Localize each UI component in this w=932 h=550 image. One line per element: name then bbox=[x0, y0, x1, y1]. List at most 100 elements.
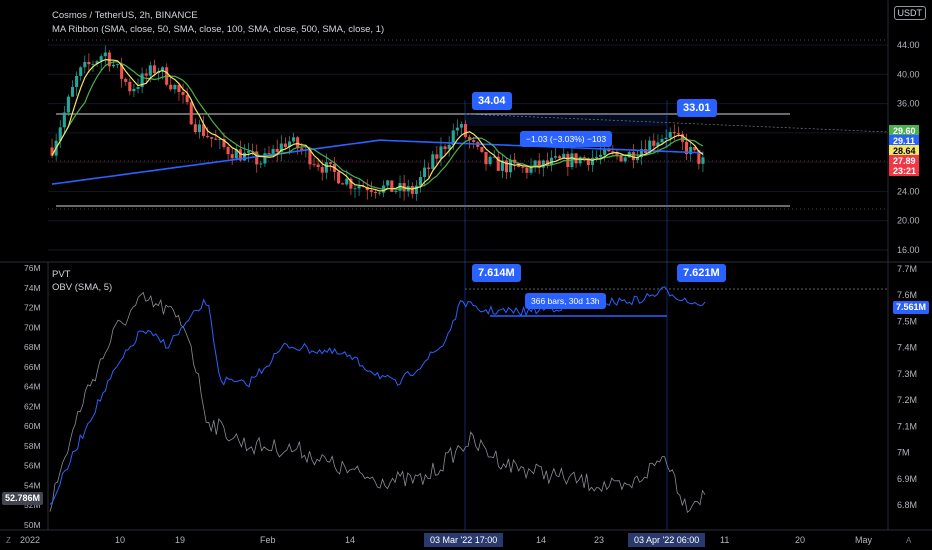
candle-body bbox=[427, 167, 431, 169]
pvt-line bbox=[49, 291, 706, 514]
candle-body bbox=[545, 160, 549, 165]
pvt-axis-label: 72M bbox=[24, 303, 41, 313]
candle-body bbox=[459, 124, 463, 128]
pvt-axis-label: 76M bbox=[24, 263, 41, 273]
candle-body bbox=[443, 146, 447, 150]
price-callout-right: 33.01 bbox=[677, 99, 717, 117]
pvt-axis-label: 62M bbox=[24, 401, 41, 411]
candle-body bbox=[533, 160, 537, 166]
candle-body bbox=[455, 127, 459, 131]
currency-selector[interactable]: USDT bbox=[893, 6, 926, 20]
candle-body bbox=[664, 137, 668, 139]
candle-body bbox=[316, 164, 320, 168]
candle-body bbox=[292, 137, 296, 142]
candle-body bbox=[373, 191, 377, 193]
symbol-title[interactable]: Cosmos / TetherUS, 2h, BINANCE bbox=[52, 10, 198, 21]
time-axis-label: May bbox=[855, 535, 873, 545]
candle-body bbox=[435, 154, 439, 159]
candle-body bbox=[259, 163, 263, 165]
zoom-icon[interactable]: Z bbox=[6, 536, 11, 545]
candle-body bbox=[218, 138, 222, 140]
time-axis-label: 14 bbox=[345, 535, 355, 545]
axis-labels: 44.0040.0036.0032.0028.0024.0020.0016.00… bbox=[20, 40, 920, 545]
candle-body bbox=[500, 160, 504, 171]
candle-body bbox=[439, 146, 443, 159]
candle-body bbox=[472, 140, 476, 143]
candle-body bbox=[529, 165, 533, 173]
obv-axis-label: 7.1M bbox=[897, 421, 917, 431]
price-axis-label: 40.00 bbox=[897, 69, 920, 79]
price-tag-bg bbox=[889, 135, 919, 146]
pvt-axis-label: 54M bbox=[24, 480, 41, 490]
candle-body bbox=[390, 180, 394, 192]
candle-body bbox=[697, 150, 701, 164]
pvt-axis-label: 74M bbox=[24, 283, 41, 293]
obv-axis-label: 7.5M bbox=[897, 316, 917, 326]
candle-body bbox=[263, 153, 267, 164]
obv-axis-label: 7.4M bbox=[897, 343, 917, 353]
candle-body bbox=[62, 112, 66, 128]
candle-body bbox=[267, 153, 271, 155]
time-axis-label: 2022 bbox=[20, 535, 40, 545]
candle-body bbox=[226, 147, 230, 155]
candle-body bbox=[152, 65, 156, 74]
price-tag: 29.60 bbox=[893, 126, 916, 136]
candle-body bbox=[652, 140, 656, 146]
candle-body bbox=[357, 186, 361, 189]
candle-body bbox=[656, 142, 660, 146]
candle-body bbox=[640, 149, 644, 158]
candle-body bbox=[287, 141, 292, 148]
candle-body bbox=[58, 127, 62, 141]
ma500-line bbox=[51, 139, 704, 185]
auto-scale-icon[interactable]: A bbox=[906, 536, 912, 545]
candle-body bbox=[308, 149, 312, 165]
candle-body bbox=[296, 137, 300, 149]
candle-body bbox=[79, 67, 83, 76]
candle-body bbox=[635, 157, 639, 161]
candle-body bbox=[492, 156, 496, 158]
pvt-axis-label: 60M bbox=[24, 421, 41, 431]
candle-body bbox=[320, 167, 324, 173]
obv-axis-label: 7.2M bbox=[897, 395, 917, 405]
candle-body bbox=[672, 132, 676, 134]
ma-ribbon-legend[interactable]: MA Ribbon (SMA, close, 50, SMA, close, 1… bbox=[52, 24, 385, 35]
candle-body bbox=[120, 64, 124, 79]
pvt-axis-label: 66M bbox=[24, 362, 41, 372]
candle-body bbox=[210, 137, 214, 139]
candle-body bbox=[201, 124, 206, 136]
candle-body bbox=[230, 154, 234, 159]
candle-body bbox=[169, 84, 173, 90]
reference-lines bbox=[48, 39, 889, 530]
candle-body bbox=[83, 61, 87, 68]
candle-body bbox=[349, 178, 353, 189]
candle-body bbox=[509, 159, 513, 173]
candle-body bbox=[300, 148, 304, 151]
candle-body bbox=[255, 151, 259, 165]
candle-body bbox=[562, 153, 566, 159]
price-axis-label: 36.00 bbox=[897, 99, 920, 109]
candle-body bbox=[648, 140, 652, 154]
candle-body bbox=[197, 124, 201, 133]
candle-body bbox=[275, 148, 279, 153]
candle-body bbox=[312, 164, 316, 166]
obv-legend[interactable]: OBV (SMA, 5) bbox=[52, 282, 113, 293]
candle-body bbox=[480, 146, 484, 152]
pvt-axis-label: 68M bbox=[24, 342, 41, 352]
price-axis-label: 24.00 bbox=[897, 186, 920, 196]
price-tag: 23:21 bbox=[893, 166, 916, 176]
candle-body bbox=[599, 154, 603, 157]
pvt-legend[interactable]: PVT bbox=[52, 269, 71, 280]
price-axis-label: 44.00 bbox=[897, 40, 920, 50]
candle-body bbox=[463, 124, 468, 137]
candle-body bbox=[590, 157, 594, 165]
price-tag-bg bbox=[889, 165, 919, 176]
pvt-axis-label: 58M bbox=[24, 441, 41, 451]
pvt-axis-label: 64M bbox=[24, 382, 41, 392]
candle-body bbox=[234, 149, 238, 159]
candle-body bbox=[99, 56, 103, 62]
candle-body bbox=[549, 157, 554, 165]
candle-body bbox=[394, 190, 398, 192]
obv-axis-label: 6.8M bbox=[897, 500, 917, 510]
candle-body bbox=[676, 133, 680, 135]
